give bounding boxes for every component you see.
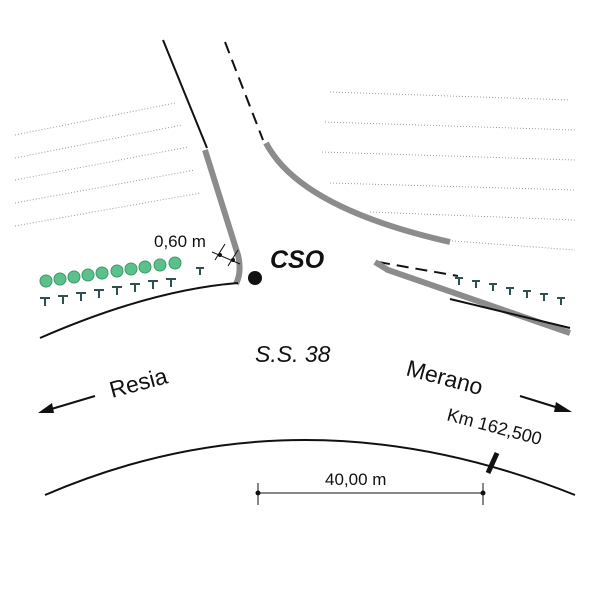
cso-point: [248, 271, 262, 285]
km-marker: [485, 451, 500, 475]
point-label: CSO: [270, 246, 325, 274]
direction-arrows: [38, 395, 572, 413]
left-direction: Resia: [107, 362, 171, 402]
road-edges: [39, 39, 576, 496]
field-hatching: [14, 91, 576, 251]
right-direction: Merano: [404, 355, 486, 400]
distance-dimension: [255, 483, 486, 505]
width-dimension: [211, 243, 241, 267]
width-label: 0,60 m: [154, 232, 206, 251]
road-label: S.S. 38: [255, 341, 331, 367]
km-label: Km 162,500: [445, 405, 544, 449]
hedge: [39, 256, 182, 288]
trees: [40, 267, 565, 306]
distance-label: 40,00 m: [325, 470, 386, 489]
